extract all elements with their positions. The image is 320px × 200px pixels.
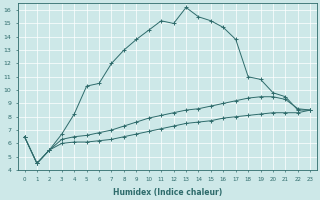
X-axis label: Humidex (Indice chaleur): Humidex (Indice chaleur) xyxy=(113,188,222,197)
